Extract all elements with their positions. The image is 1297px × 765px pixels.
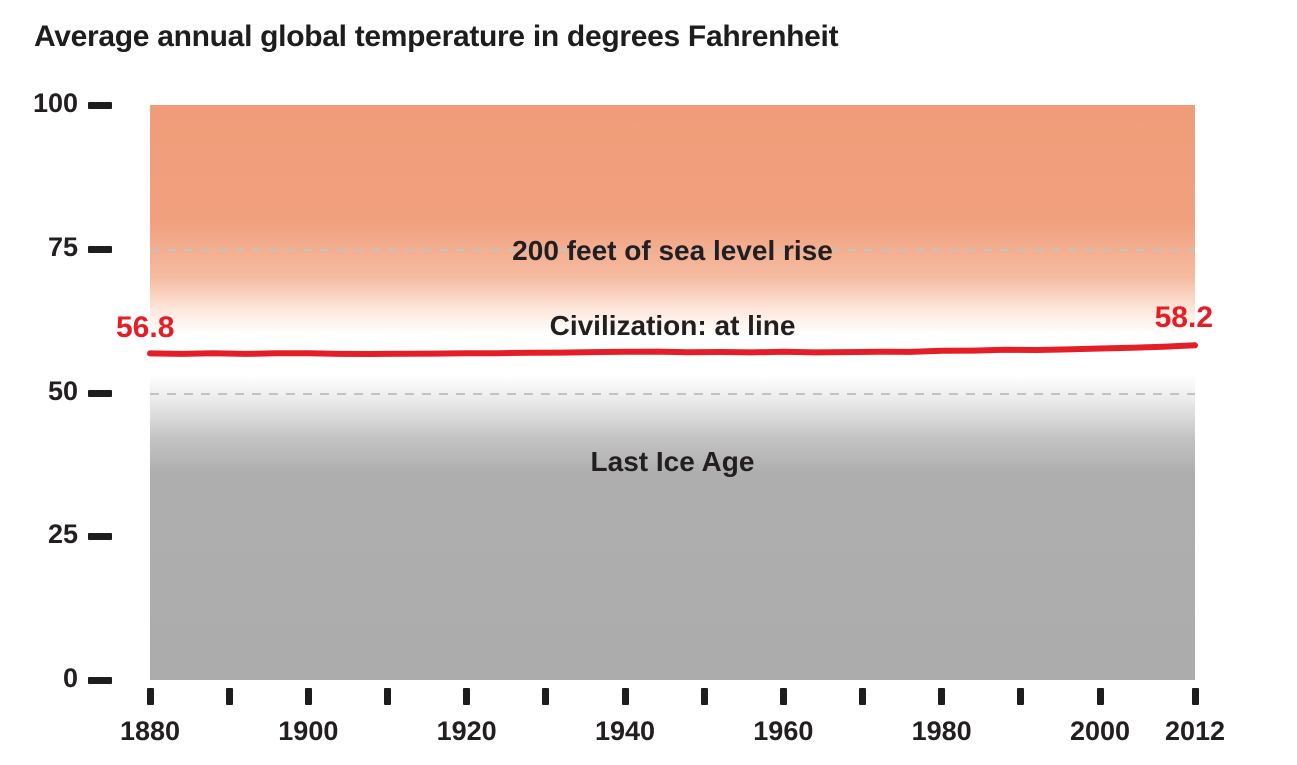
gridline-50 bbox=[150, 392, 1195, 395]
y-tick-25 bbox=[88, 533, 112, 541]
start-value-label: 56.8 bbox=[116, 311, 175, 345]
x-tick-label-1880: 1880 bbox=[119, 716, 181, 746]
end-value-label: 58.2 bbox=[1154, 301, 1213, 335]
x-tick-1960 bbox=[779, 688, 787, 705]
y-tick-0 bbox=[88, 677, 112, 684]
x-tick-label-2012: 2012 bbox=[1164, 716, 1226, 746]
x-tick-1920 bbox=[463, 688, 471, 705]
x-tick-2000 bbox=[1096, 688, 1104, 705]
x-tick-1980 bbox=[938, 688, 946, 705]
y-tick-label-0: 0 bbox=[62, 663, 78, 693]
y-tick-label-50: 50 bbox=[47, 375, 78, 406]
temperature-line bbox=[147, 342, 1198, 357]
annotation-civilization: Civilization: at line bbox=[549, 309, 796, 341]
x-tick-1900 bbox=[304, 688, 312, 705]
plot-area: 200 feet of sea level rise Civilization:… bbox=[147, 105, 1198, 680]
annotation-last-ice-age: Last Ice Age bbox=[590, 445, 755, 477]
y-tick-label-100: 100 bbox=[32, 88, 78, 118]
x-tick-label-1960: 1960 bbox=[753, 716, 814, 746]
x-tick-2012 bbox=[1191, 688, 1199, 705]
x-tick-label-1900: 1900 bbox=[278, 716, 339, 746]
annotation-sea-level-rise: 200 feet of sea level rise bbox=[512, 235, 833, 267]
x-tick-label-2000: 2000 bbox=[1069, 716, 1131, 746]
x-tick-1930 bbox=[542, 688, 550, 705]
temperature-line-layer bbox=[147, 342, 1198, 357]
y-tick-50 bbox=[88, 389, 112, 397]
x-tick-1890 bbox=[225, 688, 233, 705]
gridline-75 bbox=[150, 248, 1195, 251]
x-tick-1990 bbox=[1017, 688, 1025, 705]
x-tick-label-1920: 1920 bbox=[436, 716, 497, 746]
x-tick-1880 bbox=[146, 688, 154, 705]
x-tick-1970 bbox=[859, 688, 866, 705]
x-tick-1910 bbox=[384, 688, 391, 705]
chart-title: Average annual global temperature in deg… bbox=[34, 20, 839, 53]
y-tick-75 bbox=[88, 245, 112, 253]
x-tick-1950 bbox=[700, 688, 708, 705]
x-tick-1940 bbox=[621, 688, 629, 705]
y-tick-label-75: 75 bbox=[47, 231, 78, 262]
x-tick-label-1980: 1980 bbox=[911, 716, 972, 746]
y-tick-100 bbox=[88, 102, 112, 109]
x-tick-label-1940: 1940 bbox=[594, 716, 656, 746]
y-tick-label-25: 25 bbox=[47, 519, 78, 550]
